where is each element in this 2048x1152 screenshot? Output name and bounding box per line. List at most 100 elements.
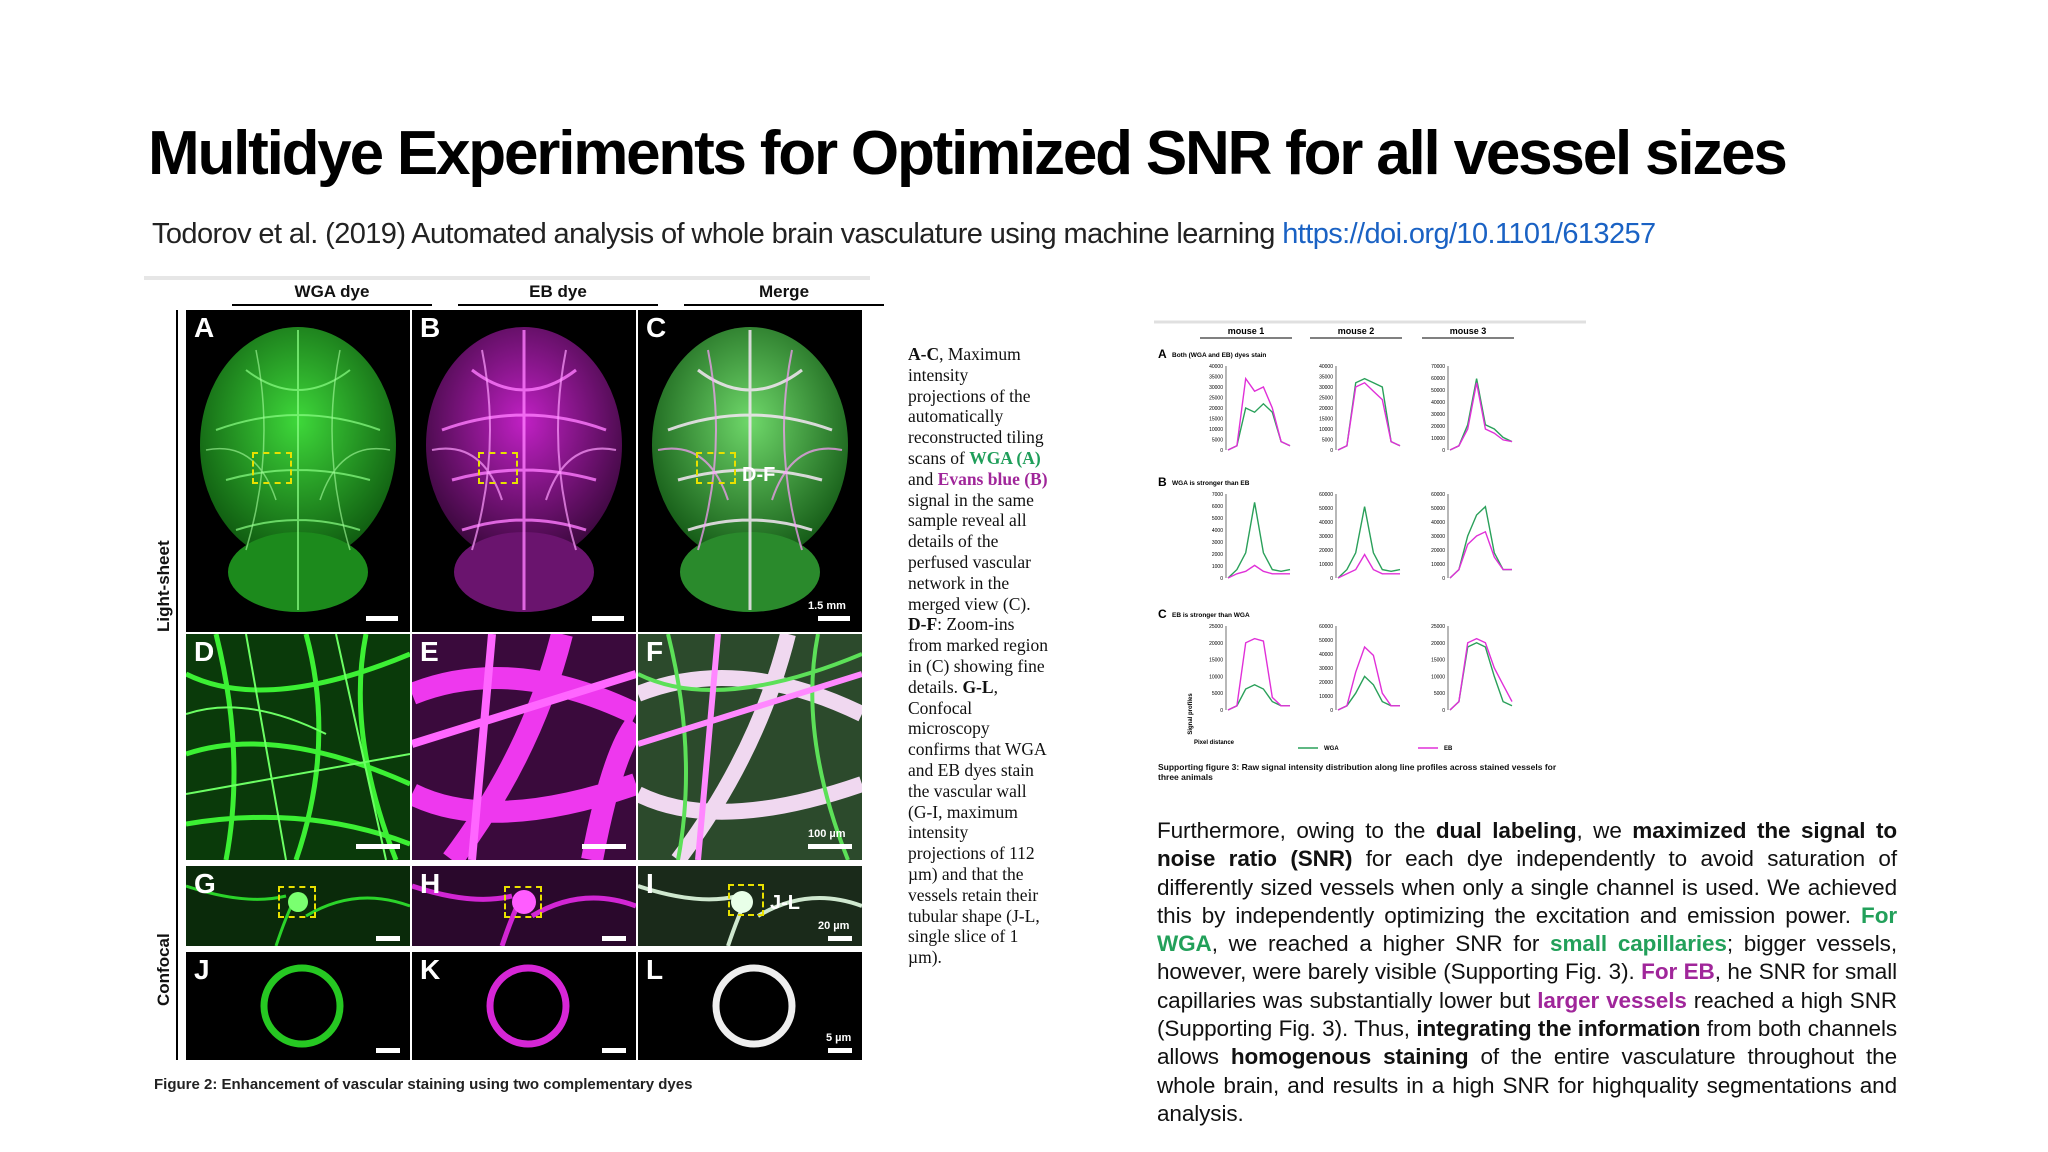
y-tick-label: 10000: [1319, 562, 1333, 568]
profile-line-eb: [1449, 382, 1513, 451]
y-tick-label: 30000: [1431, 412, 1445, 418]
body-seg: For WGA: [1157, 902, 1897, 957]
y-tick-label: 15000: [1431, 658, 1445, 664]
body-seg: larger vessels: [1537, 987, 1687, 1013]
row-label: WGA is stronger than EB: [1172, 480, 1250, 487]
figure-2-caption: Figure 2: Enhancement of vascular staini…: [154, 1076, 693, 1093]
column-header: mouse 2: [1338, 326, 1375, 336]
y-tick-label: 25000: [1431, 624, 1445, 630]
profile-line-eb: [1227, 376, 1291, 451]
profile-line-wga: [1337, 506, 1401, 579]
scale-label: 20 µm: [818, 920, 850, 932]
y-tick-label: 60000: [1319, 492, 1333, 498]
legend-seg: D-F: [908, 614, 938, 635]
scale-bar: [828, 936, 852, 941]
legend-seg: , Confocal microscopy confirms that WGA …: [908, 676, 1046, 968]
y-tick-label: 0: [1220, 448, 1223, 454]
panel-letter: E: [420, 636, 439, 667]
column-header-wga: WGA dye: [232, 282, 432, 306]
y-tick-label: 40000: [1431, 520, 1445, 526]
brain-image-wga: [200, 327, 396, 612]
legend-seg: A-C: [908, 344, 940, 364]
y-tick-label: 0: [1442, 576, 1445, 582]
body-seg: integrating the information: [1416, 1016, 1701, 1042]
panel-letter: I: [646, 868, 654, 899]
y-tick-label: 25000: [1209, 396, 1223, 402]
y-tick-label: 2000: [1212, 552, 1223, 558]
profile-line-eb: [1449, 637, 1513, 711]
y-tick-label: 30000: [1431, 534, 1445, 540]
profile-line-eb: [1449, 530, 1512, 579]
doi-link[interactable]: https://doi.org/10.1101/613257: [1282, 218, 1656, 250]
legend-seg: signal in the same sample reveal all det…: [908, 489, 1034, 614]
y-tick-label: 0: [1330, 448, 1333, 454]
y-tick-label: 5000: [1212, 516, 1223, 522]
y-tick-label: 6000: [1212, 504, 1223, 510]
panel-h: H: [412, 866, 636, 946]
column-header-merge: Merge: [684, 282, 884, 306]
row-bracket-confocal: [176, 868, 178, 1060]
body-seg: reached a high SNR (Supporting Fig. 3). …: [1157, 987, 1897, 1042]
line-profile-plots: mouse 1 mouse 2 mouse 3 A Both (WGA and EB) …: [1154, 320, 1586, 752]
body-seg: , we: [1576, 818, 1633, 843]
vessel-crosssection-merge: [712, 964, 796, 1048]
supporting-figure-caption: Supporting figure 3: Raw signal intensit…: [1158, 762, 1557, 782]
scale-bar: [376, 1048, 400, 1053]
y-tick-label: 60000: [1431, 376, 1445, 382]
panel-letter: D: [194, 636, 215, 667]
y-axis-label: Signal profiles: [1188, 693, 1194, 735]
y-tick-label: 50000: [1431, 506, 1445, 512]
scale-bar: [602, 936, 626, 941]
y-tick-label: 1000: [1212, 564, 1223, 570]
panel-k: K: [412, 952, 636, 1060]
row-bracket-lightsheet: [176, 310, 178, 870]
figure-legend: A-C, Maximum intensity projections of th…: [908, 344, 1048, 968]
profile-line-eb: [1337, 645, 1400, 711]
y-tick-label: 3000: [1212, 540, 1223, 546]
panel-g: G: [186, 866, 410, 946]
supporting-figure-3: mouse 1 mouse 2 mouse 3 A Both (WGA and EB) …: [1154, 318, 1586, 788]
body-seg: dual labeling: [1435, 818, 1577, 843]
vessel-crosssection-eb: [486, 964, 570, 1048]
y-tick-label: 15000: [1319, 417, 1333, 423]
profile-line-eb: [1227, 564, 1290, 579]
roi-box: [252, 452, 292, 484]
vessel-crosssection-wga: [260, 964, 344, 1048]
y-tick-label: 5000: [1212, 691, 1223, 697]
y-tick-label: 40000: [1431, 400, 1445, 406]
legend-seg: WGA (A): [969, 447, 1041, 468]
y-tick-label: 0: [1442, 448, 1445, 454]
scale-bar: [602, 1048, 626, 1053]
scale-label: 5 µm: [826, 1032, 852, 1044]
panel-e: E: [412, 634, 636, 860]
body-seg: , we reached a higher SNR for: [1211, 931, 1551, 957]
column-header-wga-label: WGA dye: [294, 282, 370, 301]
y-tick-label: 20000: [1209, 641, 1223, 647]
scale-bar: [356, 844, 400, 849]
y-tick-label: 30000: [1209, 385, 1223, 391]
citation: Todorov et al. (2019) Automated analysis…: [152, 218, 1656, 251]
scale-bar: [366, 616, 398, 621]
body-seg: of the entire vasculature throughout the…: [1157, 1044, 1897, 1126]
scale-bar: [818, 616, 850, 621]
citation-text: Todorov et al. (2019) Automated analysis…: [152, 218, 1275, 250]
panel-c: D-F C 1.5 mm: [638, 310, 862, 632]
scale-label: 100 µm: [808, 828, 846, 840]
y-tick-label: 0: [1330, 576, 1333, 582]
column-header-rule: [232, 304, 432, 306]
panel-letter: J: [194, 954, 210, 985]
legend-seg: Evans blue (B): [937, 468, 1048, 489]
row-letter: A: [1158, 347, 1167, 361]
y-tick-label: 10000: [1209, 674, 1223, 680]
scale-bar: [828, 1048, 852, 1053]
scale-bar: [592, 616, 624, 621]
panel-a: A: [186, 310, 410, 632]
y-tick-label: 70000: [1431, 364, 1445, 370]
row-label: Both (WGA and EB) dyes stain: [1172, 352, 1266, 359]
y-tick-label: 20000: [1431, 641, 1445, 647]
y-tick-label: 40000: [1319, 652, 1333, 658]
y-tick-label: 60000: [1431, 492, 1445, 498]
legend-seg: and: [908, 468, 938, 489]
panel-b: B: [412, 310, 636, 632]
y-tick-label: 30000: [1319, 385, 1333, 391]
